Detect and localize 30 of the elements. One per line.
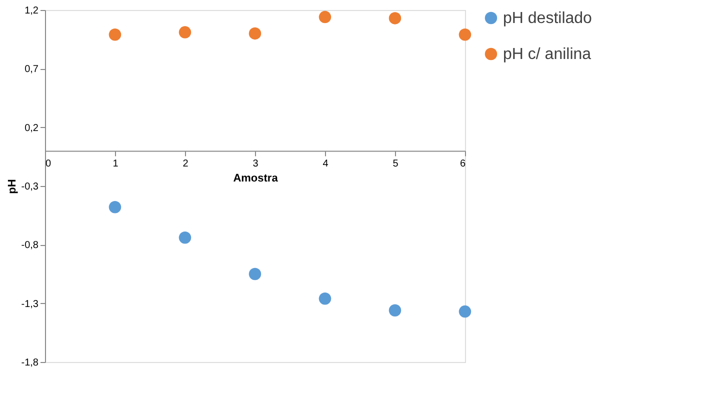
y-tick-label: -1,3	[21, 298, 39, 310]
x-tick-label: 2	[182, 158, 189, 170]
x-tick-label: 4	[322, 158, 329, 170]
point	[318, 292, 332, 305]
y-tick-label: 0,7	[24, 64, 39, 76]
point	[318, 10, 332, 24]
point	[108, 201, 122, 214]
point	[388, 304, 402, 316]
point	[458, 28, 472, 41]
y-tick-label: -1,8	[21, 358, 39, 368]
y-axis-title: pH	[6, 179, 18, 194]
x-tick-label: 1	[112, 158, 119, 170]
y-tick-label: 1,2	[24, 6, 39, 16]
x-tick-label: 5	[392, 158, 399, 170]
y-tick-label: -0,8	[21, 240, 39, 252]
x-tick-label: 6	[460, 158, 466, 170]
y-tick-label: 0,2	[24, 122, 39, 134]
x-tick-label: 0	[46, 158, 52, 170]
point	[248, 268, 262, 280]
legend-label: pH c/ anilina	[503, 46, 592, 63]
point	[388, 12, 402, 24]
point	[178, 232, 192, 244]
point	[458, 305, 472, 318]
point	[178, 26, 192, 38]
legend-label: pH destilado	[503, 10, 592, 27]
point	[248, 27, 262, 40]
x-tick-label: 3	[252, 158, 259, 170]
point	[108, 28, 122, 41]
y-tick-label: -0,3	[21, 182, 39, 192]
x-axis-title: Amostra	[233, 172, 279, 184]
